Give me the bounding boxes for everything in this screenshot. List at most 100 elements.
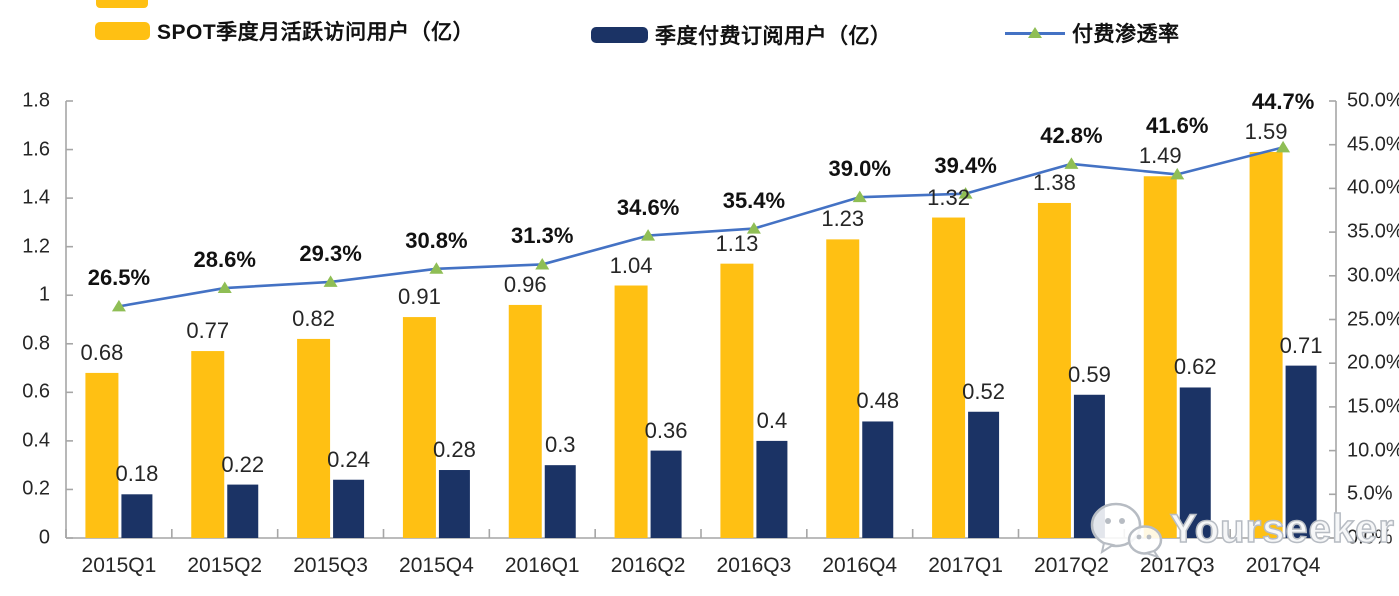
penetration-label: 29.3% [299, 240, 362, 266]
mau-bar [720, 263, 754, 538]
mau-bar-label: 1.59 [1244, 118, 1288, 144]
y-axis-tick-label: 1.8 [22, 89, 50, 112]
penetration-marker [958, 187, 973, 199]
penetration-label: 39.0% [828, 156, 891, 182]
y2-axis-tick-label: 35.0% [1347, 220, 1399, 243]
y2-axis-tick-label: 30.0% [1347, 264, 1399, 287]
legend-item-subscribers: 季度付费订阅用户（亿） [591, 20, 892, 50]
penetration-label: 26.5% [87, 265, 151, 291]
mau-bar [1143, 176, 1177, 538]
penetration-label: 31.3% [511, 223, 574, 249]
mau-bar [191, 351, 225, 538]
y2-axis-tick-label: 0.0% [1347, 526, 1393, 549]
sub-bar-label: 0.18 [115, 461, 159, 487]
sub-bar-label: 0.3 [544, 432, 576, 458]
sub-bar-label: 0.59 [1067, 361, 1111, 387]
sub-bar-label: 0.4 [756, 407, 788, 433]
penetration-marker [535, 257, 550, 270]
mau-bar [85, 372, 119, 538]
legend-item-mau: SPOT季度月活跃访问用户（亿） [95, 16, 474, 46]
watermark: Yourseeker [1088, 500, 1395, 558]
triangle-marker-icon [1028, 27, 1042, 38]
y2-axis-tick-label: 20.0% [1347, 351, 1399, 374]
mau-bar [826, 239, 860, 538]
penetration-label: 34.6% [616, 194, 680, 220]
y2-axis-tick-label: 15.0% [1347, 395, 1399, 418]
legend-item-penetration: 付费渗透率 [1005, 18, 1180, 48]
y2-axis-tick-label: 10.0% [1347, 439, 1399, 462]
legend-label-subscribers: 季度付费订阅用户（亿） [655, 25, 892, 48]
sub-bar-label: 0.62 [1173, 354, 1217, 380]
penetration-label: 42.8% [1040, 122, 1103, 148]
sub-bar [650, 450, 682, 538]
sub-bar-label: 0.36 [644, 417, 688, 443]
sub-bar-label: 0.52 [962, 378, 1005, 404]
penetration-label: 39.4% [934, 152, 997, 178]
mau-bar [402, 317, 436, 538]
sub-bar [227, 484, 259, 538]
penetration-label: 30.8% [405, 227, 468, 253]
y2-axis-tick-label: 25.0% [1347, 308, 1399, 330]
penetration-marker [746, 222, 761, 234]
cropped-yellow-fragment [96, 0, 148, 8]
x-axis-label: 2016Q4 [822, 554, 898, 577]
penetration-marker [429, 262, 444, 274]
x-axis-label: 2017Q3 [1139, 554, 1215, 577]
y-axis-tick-label: 0.2 [22, 477, 50, 500]
y-axis-tick-label: 1.6 [22, 138, 50, 161]
sub-bar [1285, 365, 1317, 538]
y-axis-tick-label: 1 [38, 283, 50, 306]
y-axis-tick-label: 0 [38, 526, 50, 549]
penetration-marker [852, 190, 867, 203]
legend-label-mau: SPOT季度月活跃访问用户（亿） [157, 21, 475, 44]
penetration-marker [1064, 157, 1079, 169]
y2-axis-tick-label: 40.0% [1347, 176, 1399, 199]
mau-bar-label: 0.91 [397, 284, 441, 310]
sub-bar [968, 411, 1000, 538]
wechat-icon [1090, 502, 1163, 558]
sub-bar [862, 421, 894, 538]
penetration-marker [217, 281, 232, 294]
mau-bar-label: 0.68 [80, 339, 124, 365]
y2-axis-tick-label: 5.0% [1347, 482, 1393, 505]
penetration-label: 35.4% [722, 187, 786, 213]
mau-bar [508, 304, 542, 538]
penetration-label: 41.6% [1146, 113, 1209, 139]
mau-bar [297, 338, 331, 538]
mau-bar-label: 1.49 [1138, 143, 1182, 169]
penetration-label: 44.7% [1251, 88, 1315, 114]
x-axis-label: 2015Q4 [399, 554, 474, 577]
penetration-marker [323, 275, 338, 287]
sub-bar-label: 0.24 [327, 446, 370, 472]
legend-label-penetration: 付费渗透率 [1072, 23, 1180, 46]
x-axis-label: 2016Q3 [716, 554, 792, 577]
mau-bar [1249, 151, 1283, 538]
y-axis-tick-label: 1.4 [22, 186, 50, 209]
sub-bar [438, 470, 470, 538]
sub-bar [333, 479, 365, 538]
legend-line-marker [1005, 25, 1065, 41]
penetration-marker [1170, 167, 1185, 180]
mau-bar-label: 0.77 [186, 318, 230, 344]
mau-bar-label: 0.82 [292, 305, 335, 331]
mau-bar-label: 1.23 [821, 206, 865, 232]
legend-swatch-subscribers [591, 27, 648, 43]
mau-bar-label: 1.13 [715, 230, 759, 256]
x-axis-label: 2015Q1 [81, 554, 157, 577]
mau-bar-label: 0.96 [503, 271, 547, 297]
x-axis-label: 2017Q4 [1245, 554, 1321, 577]
sub-bar [121, 494, 153, 538]
x-axis-label: 2017Q2 [1034, 554, 1109, 577]
x-axis-label: 2016Q1 [504, 554, 580, 577]
mau-bar-label: 1.32 [927, 184, 970, 210]
penetration-label: 28.6% [193, 247, 256, 273]
penetration-marker [1276, 140, 1291, 153]
sub-bar [544, 465, 576, 538]
penetration-marker [111, 299, 126, 312]
sub-bar-label: 0.71 [1279, 332, 1323, 358]
penetration-marker [641, 229, 656, 241]
legend-swatch-mau [95, 22, 150, 40]
y2-axis-tick-label: 45.0% [1347, 133, 1399, 156]
sub-bar [1179, 387, 1211, 538]
